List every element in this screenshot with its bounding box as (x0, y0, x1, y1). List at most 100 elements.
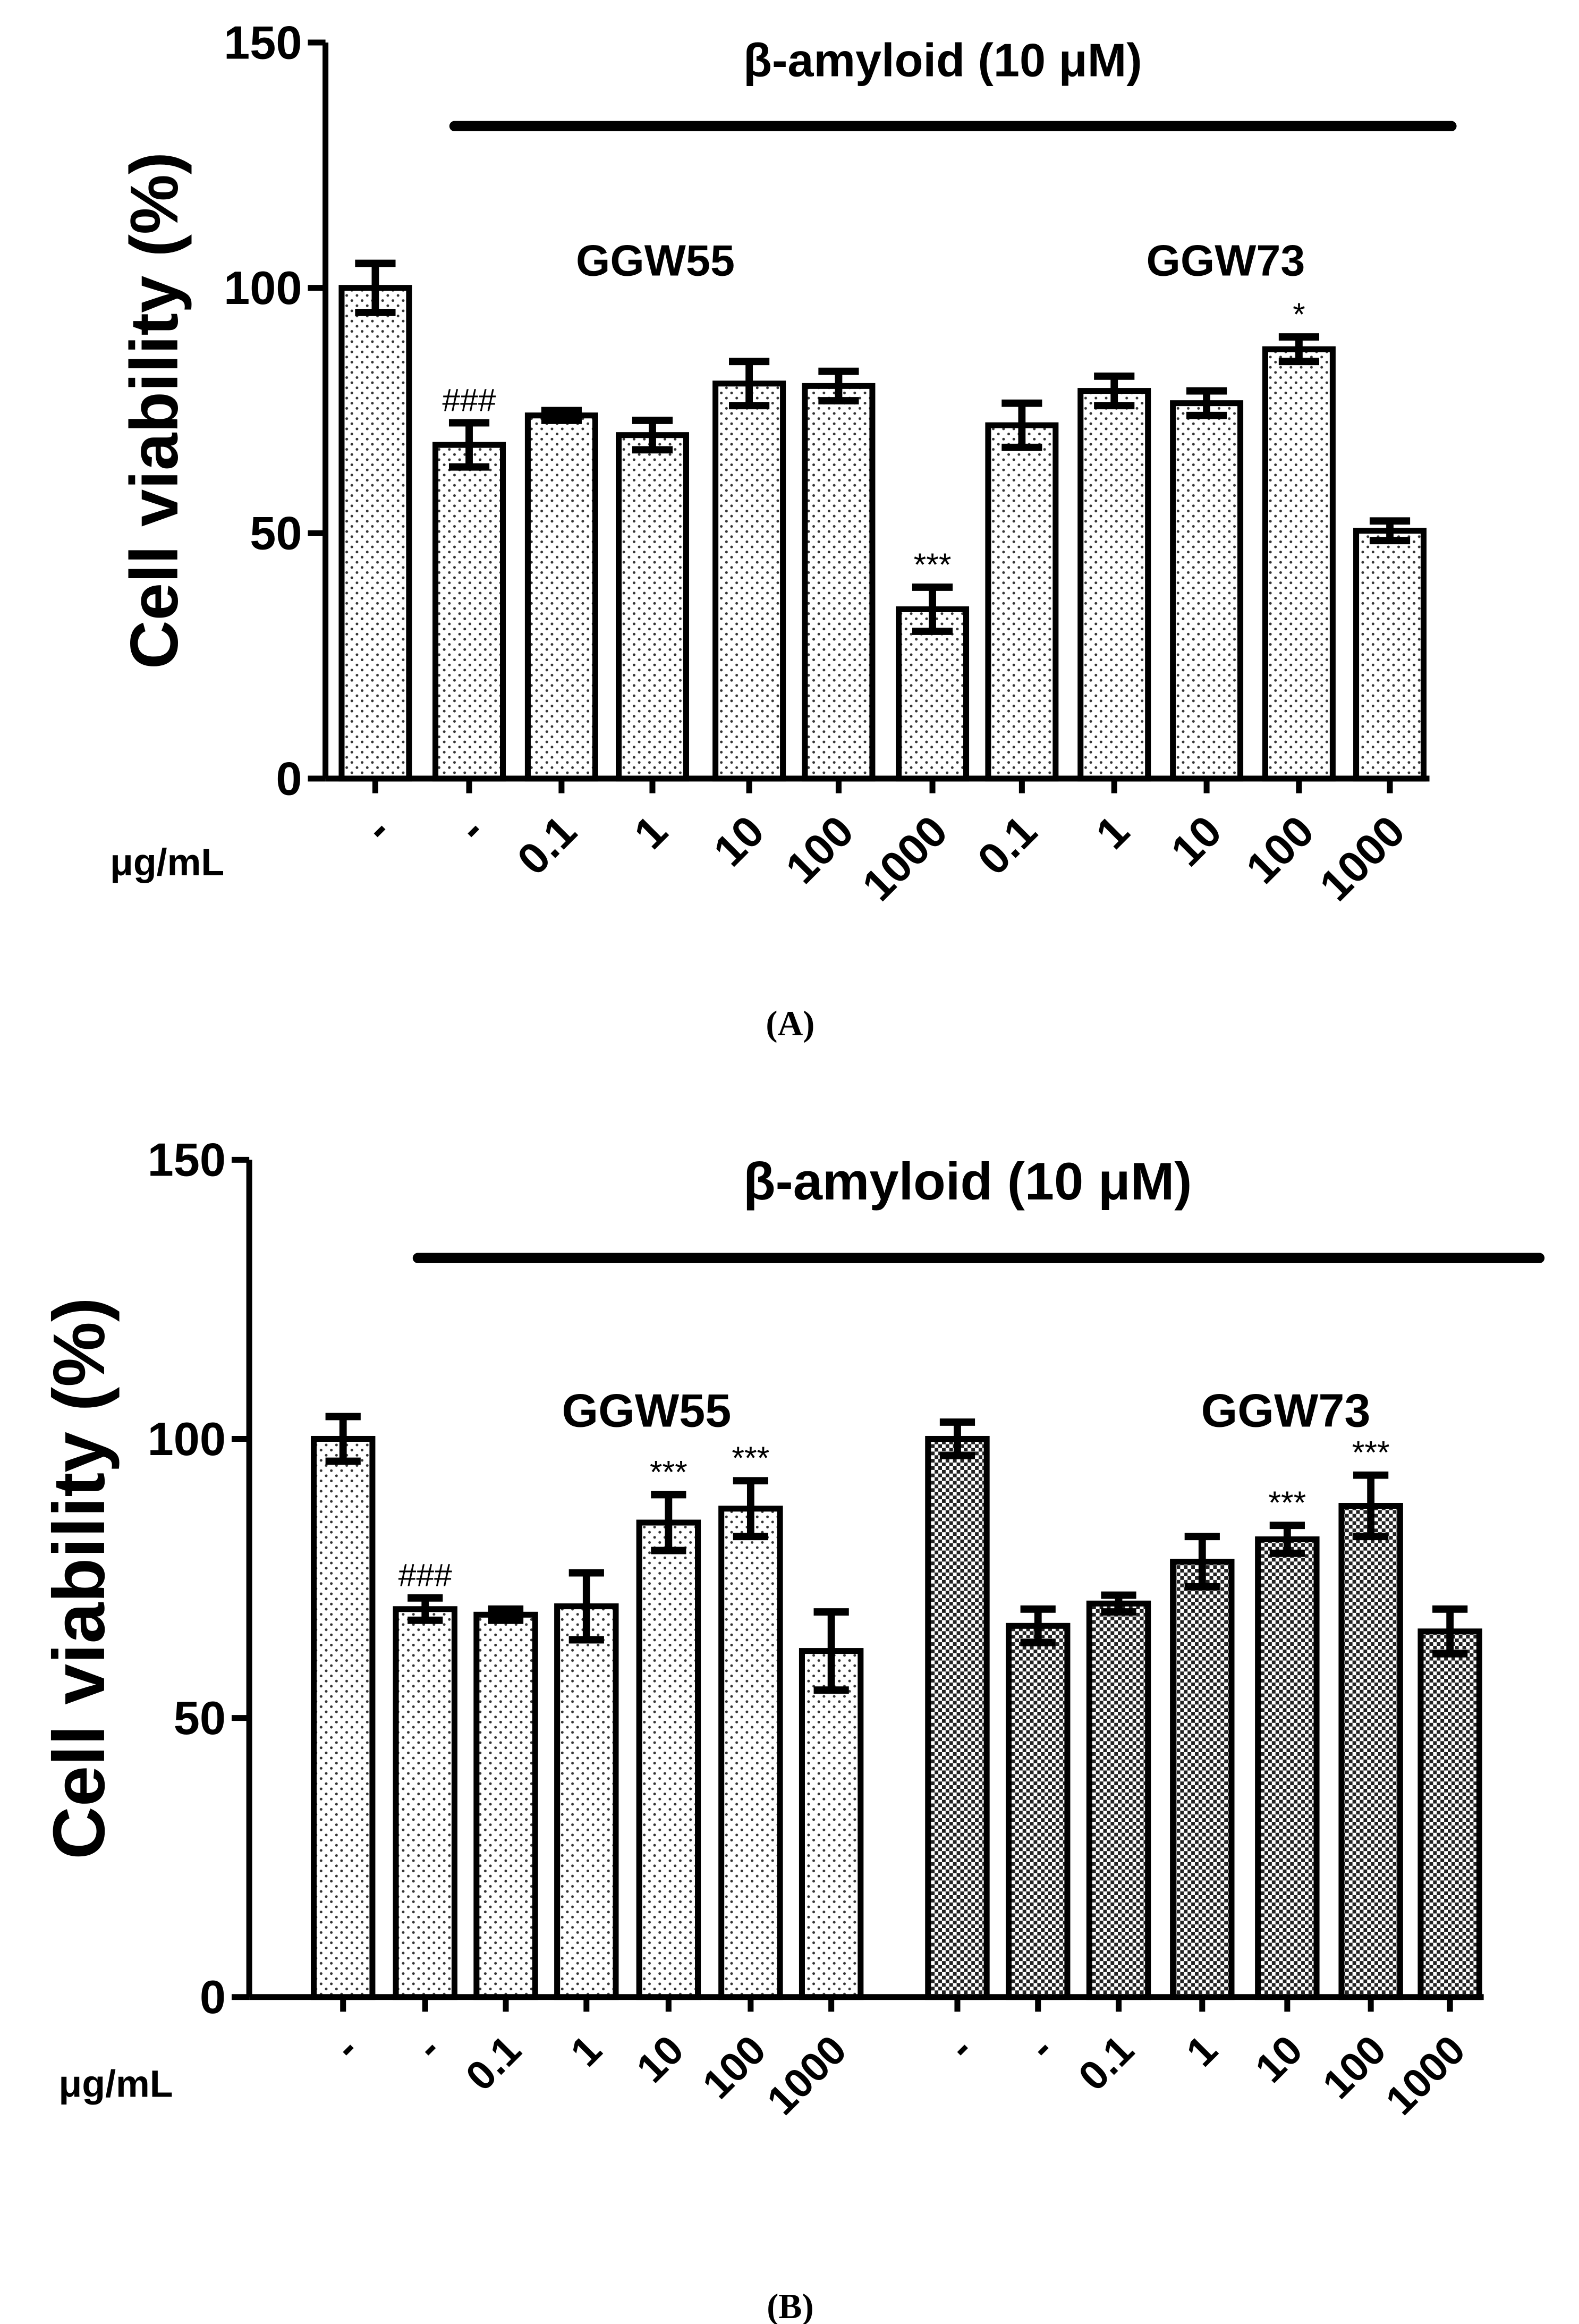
bar (925, 1435, 990, 2000)
group-label: GGW55 (576, 236, 735, 285)
y-tick-label: 150 (224, 16, 302, 69)
bar (718, 1506, 783, 2000)
significance-label: *** (650, 1453, 687, 1490)
bar (1338, 1503, 1403, 2000)
group-label: GGW55 (562, 1384, 732, 1437)
bar (1170, 1559, 1235, 2000)
error-bar (1353, 1471, 1389, 1541)
y-tick-label: 100 (148, 1413, 226, 1465)
error-bar (488, 1605, 524, 1624)
bar (393, 1606, 457, 2000)
error-bar (1278, 333, 1320, 366)
x-tick-label: 100 (1236, 806, 1323, 893)
error-bar (1001, 399, 1042, 451)
group-label: GGW73 (1146, 236, 1305, 285)
error-bar (651, 1491, 686, 1554)
bar (1170, 400, 1244, 782)
x-tick-label: - (448, 806, 494, 851)
error-bar (1101, 1591, 1136, 1616)
significance-label: *** (914, 546, 952, 582)
chart-title: β-amyloid (10 μM) (743, 1152, 1192, 1211)
error-bar (1094, 372, 1135, 410)
error-bar (818, 367, 859, 404)
bar (1353, 528, 1427, 782)
y-tick-label: 0 (200, 1971, 226, 2023)
x-tick-label: 1 (562, 2027, 610, 2075)
error-bar (912, 584, 953, 635)
bar (712, 381, 786, 782)
x-tick-label: - (325, 2027, 367, 2069)
significance-label: ### (398, 1557, 453, 1593)
y-tick-label: 150 (148, 1134, 226, 1186)
error-bar (408, 1594, 443, 1624)
x-tick-label: 100 (776, 806, 863, 893)
x-tick-label: 1000 (1377, 2027, 1474, 2124)
error-bar (448, 419, 490, 471)
group-label: GGW73 (1201, 1384, 1371, 1437)
x-axis-label: μg/mL (58, 2063, 173, 2105)
bar (1086, 1600, 1151, 2000)
error-bar (1432, 1605, 1468, 1658)
bar (1077, 388, 1151, 782)
bar (338, 285, 412, 782)
x-tick-label: 1000 (1310, 806, 1414, 910)
y-axis-label: Cell viability (%) (116, 152, 192, 669)
x-tick-label: 1 (1178, 2027, 1226, 2075)
bar (615, 432, 689, 782)
error-bar (813, 1608, 849, 1694)
error-bar (733, 1477, 768, 1541)
error-bar (1184, 1533, 1220, 1591)
chart-title: β-amyloid (10 μM) (743, 33, 1142, 86)
significance-label: *** (732, 1440, 769, 1476)
bar (985, 422, 1059, 782)
bar (799, 1648, 864, 2000)
bar (311, 1435, 376, 2000)
panel-label: (A) (766, 1004, 814, 1043)
x-tick-label: 1 (625, 806, 677, 858)
error-bar (541, 407, 582, 424)
error-bar (1269, 1522, 1305, 1557)
x-tick-label: 10 (1246, 2027, 1311, 2092)
panel-label: (B) (767, 2287, 813, 2324)
bar (432, 442, 506, 782)
bar (1262, 346, 1336, 782)
x-tick-label: 10 (1161, 806, 1231, 876)
x-tick-label: 10 (704, 806, 774, 876)
bar (554, 1603, 619, 2000)
error-bar (1020, 1605, 1056, 1646)
y-tick-label: 100 (224, 261, 302, 314)
bar (473, 1611, 538, 2000)
error-bar (939, 1418, 975, 1459)
y-tick-label: 50 (174, 1692, 226, 1744)
bar (1417, 1628, 1482, 2000)
x-tick-label: 1000 (853, 806, 957, 910)
y-axis-label: Cell viability (%) (38, 1297, 120, 1860)
y-tick-label: 0 (276, 752, 302, 805)
y-tick-label: 50 (250, 507, 302, 560)
x-tick-label: - (407, 2027, 449, 2069)
x-tick-label: 0.1 (1070, 2027, 1143, 2100)
bar (1006, 1622, 1071, 2000)
x-tick-label: - (354, 806, 400, 851)
error-bar (355, 259, 396, 316)
bar (636, 1519, 701, 2000)
bar (1255, 1536, 1320, 2000)
x-tick-label: 1 (1086, 806, 1139, 858)
error-bar (325, 1413, 361, 1465)
x-tick-label: 0.1 (968, 806, 1046, 884)
bar (524, 412, 598, 782)
x-tick-label: 1000 (758, 2027, 855, 2124)
error-bar (1186, 387, 1227, 419)
error-bar (568, 1569, 604, 1644)
x-tick-label: 10 (628, 2027, 693, 2092)
x-tick-label: 0.1 (508, 806, 586, 884)
significance-label: * (1293, 296, 1305, 332)
error-bar (1369, 517, 1411, 545)
error-bar (632, 417, 673, 454)
significance-label: ### (442, 382, 496, 418)
significance-label: *** (1268, 1484, 1306, 1520)
x-tick-label: - (939, 2027, 981, 2069)
bar (802, 383, 876, 782)
